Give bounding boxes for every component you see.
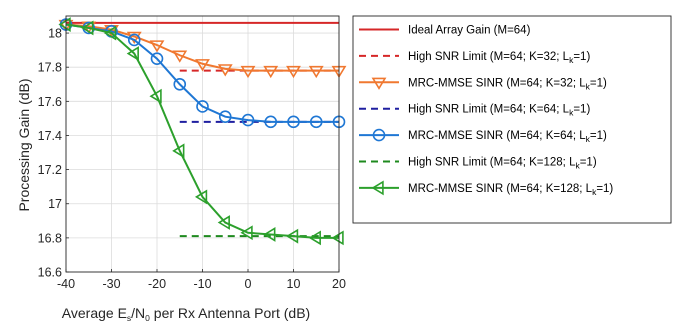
data-point-mrc128 [172, 143, 185, 159]
data-point-mrc128 [263, 227, 276, 242]
data-point-mrc32 [286, 65, 301, 79]
data-point-mrc128 [81, 20, 94, 36]
data-point-mrc64 [241, 113, 255, 127]
data-point-mrc128 [285, 228, 299, 244]
legend: Ideal Array Gain (M=64) High SNR Limit (M… [352, 15, 672, 224]
data-point-mrc32 [149, 40, 165, 53]
data-point-mrc32 [217, 64, 233, 77]
x-tick-label: 10 [287, 277, 301, 291]
data-point-mrc128 [149, 88, 162, 104]
x-tick-label: -10 [193, 277, 211, 291]
y-tick-label: 17 [48, 197, 62, 211]
data-point-mrc32 [172, 50, 188, 63]
x-tick-label: -20 [148, 277, 166, 291]
legend-marker [371, 180, 384, 196]
x-axis-label-sub2: 0 [145, 313, 150, 323]
x-axis-label: Average Es/N0 per Rx Antenna Port (dB) [62, 305, 310, 323]
legend-label: MRC-MMSE SINR (M=64; K=128; Lk=1) [408, 183, 613, 197]
series-line-mrc64 [65, 23, 339, 123]
y-tick-label: 17.8 [38, 61, 62, 75]
y-tick-label: 17.6 [38, 95, 62, 109]
data-point-mrc128 [103, 25, 117, 41]
data-point-mrc128 [240, 225, 253, 241]
data-point-mrc32 [126, 31, 142, 45]
legend-marker [372, 128, 386, 142]
legend-items: Ideal Array Gain (M=64) High SNR Limit (M… [359, 25, 613, 197]
x-tick-label: 20 [332, 277, 346, 291]
data-point-mrc64 [218, 110, 232, 123]
x-axis-label-sub1: s [127, 313, 131, 323]
legend-item-hsnr128: High SNR Limit (M=64; K=128; Lk=1) [359, 157, 597, 171]
data-point-mrc32 [308, 65, 324, 79]
legend-label: High SNR Limit (M=64; K=32; Lk=1) [408, 51, 590, 65]
legend-item-mrc32: MRC-MMSE SINR (M=64; K=32; Lk=1) [359, 77, 607, 91]
x-axis-label-mid: /N [131, 305, 145, 321]
x-tick-label: 0 [245, 277, 252, 291]
data-point-mrc64 [264, 115, 278, 129]
y-tick-label: 16.8 [38, 231, 62, 245]
x-axis-label-prefix: Average E [62, 305, 127, 321]
data-point-mrc64 [309, 115, 323, 129]
x-axis-label-suffix: per Rx Antenna Port (dB) [150, 305, 310, 321]
data-point-mrc64 [287, 115, 300, 129]
series-mrc128 [58, 17, 344, 246]
legend-item-mrc128: MRC-MMSE SINR (M=64; K=128; Lk=1) [359, 180, 613, 197]
legend-label: Ideal Array Gain (M=64) [408, 25, 531, 37]
y-tick-label: 17.2 [38, 163, 62, 177]
legend-label: MRC-MMSE SINR (M=64; K=64; Lk=1) [408, 130, 607, 144]
data-point-mrc64 [127, 33, 141, 47]
legend-item-ideal: Ideal Array Gain (M=64) [359, 25, 531, 37]
x-tick-label: -30 [102, 277, 120, 291]
y-axis-label: Processing Gain (dB) [16, 78, 32, 211]
series-line-mrc128 [65, 23, 339, 239]
data-point-mrc128 [126, 46, 139, 61]
data-point-mrc32 [263, 65, 279, 79]
data-point-mrc128 [331, 230, 344, 246]
data-point-mrc128 [58, 17, 71, 32]
data-point-mrc32 [240, 65, 256, 79]
legend-label: High SNR Limit (M=64; K=128; Lk=1) [408, 157, 597, 171]
data-point-mrc128 [217, 215, 230, 230]
legend-item-hsnr64: High SNR Limit (M=64; K=64; Lk=1) [359, 104, 590, 118]
legend-label: High SNR Limit (M=64; K=64; Lk=1) [408, 104, 590, 118]
legend-marker [371, 77, 387, 90]
series-layer [58, 17, 347, 246]
ticks: -40 -30 -20 -10 0 10 20 16.6 16.8 17 17.2 17.4 17.6 1… [38, 27, 346, 291]
y-tick-label: 17.4 [38, 129, 62, 143]
legend-box [352, 15, 672, 224]
data-point-mrc128 [194, 189, 208, 205]
x-tick-label: -40 [57, 277, 75, 291]
legend-item-hsnr32: High SNR Limit (M=64; K=32; Lk=1) [359, 51, 590, 65]
y-tick-label: 18 [48, 27, 62, 41]
data-point-mrc64 [196, 100, 209, 113]
data-point-mrc128 [308, 230, 321, 246]
data-point-mrc64 [173, 77, 187, 91]
data-point-mrc32 [195, 59, 210, 72]
data-point-mrc64 [150, 52, 164, 65]
y-tick-label: 16.6 [38, 266, 62, 280]
legend-item-mrc64: MRC-MMSE SINR (M=64; K=64; Lk=1) [359, 128, 607, 144]
legend-label: MRC-MMSE SINR (M=64; K=32; Lk=1) [408, 77, 607, 91]
